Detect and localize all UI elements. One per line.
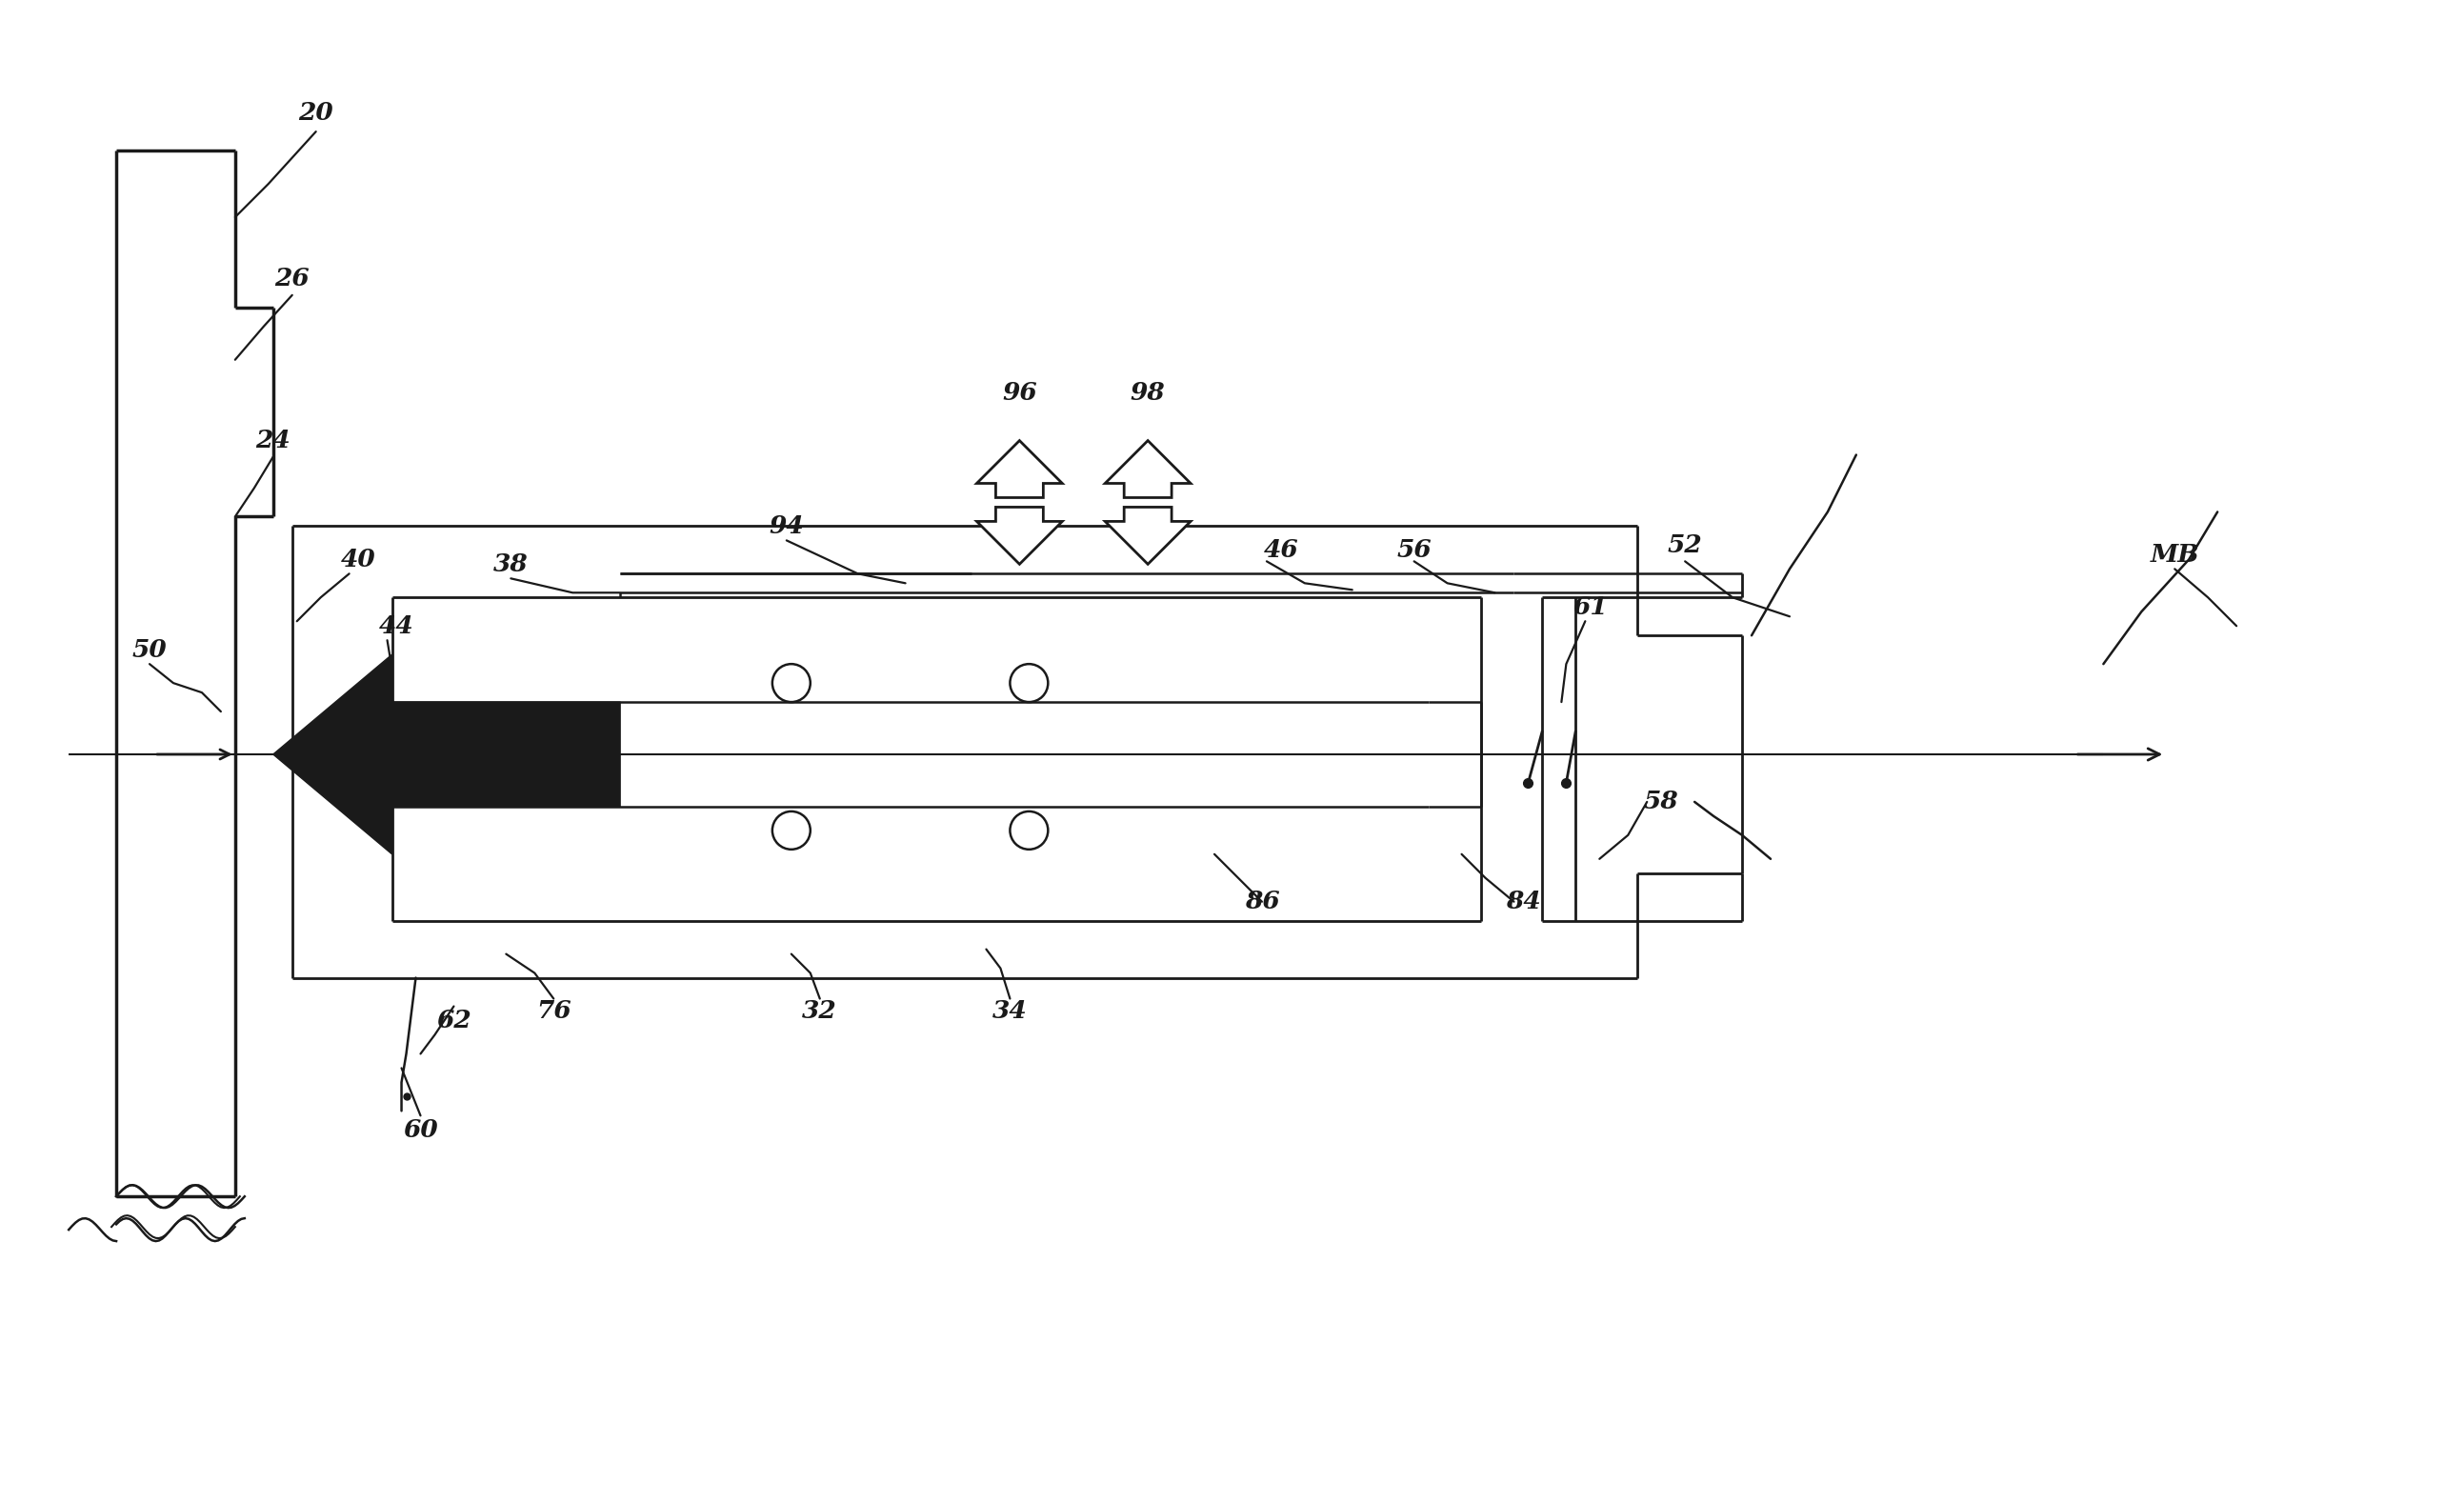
Text: 26: 26 — [274, 267, 310, 291]
Text: 60: 60 — [404, 1117, 439, 1142]
Text: 76: 76 — [537, 999, 572, 1023]
Text: 52: 52 — [1668, 533, 1703, 557]
Text: MB: MB — [2151, 542, 2200, 566]
Text: 96: 96 — [1003, 382, 1037, 406]
Text: 86: 86 — [1244, 889, 1279, 913]
Text: 40: 40 — [340, 548, 377, 571]
Text: 84: 84 — [1506, 889, 1540, 913]
Text: 61: 61 — [1572, 595, 1607, 619]
Polygon shape — [1104, 440, 1190, 497]
Text: 50: 50 — [133, 638, 168, 662]
Text: 38: 38 — [493, 553, 527, 577]
Text: 58: 58 — [1643, 790, 1678, 814]
Polygon shape — [976, 440, 1062, 497]
Text: 32: 32 — [803, 999, 838, 1023]
Text: 94: 94 — [769, 514, 803, 538]
Text: 20: 20 — [298, 101, 333, 125]
Polygon shape — [274, 655, 621, 855]
Polygon shape — [1104, 508, 1190, 565]
Text: 62: 62 — [436, 1009, 471, 1032]
Text: 46: 46 — [1264, 538, 1299, 562]
Text: 44: 44 — [379, 614, 414, 638]
Text: 34: 34 — [993, 999, 1027, 1023]
Text: 56: 56 — [1397, 538, 1432, 562]
Text: 98: 98 — [1131, 382, 1165, 406]
Text: 24: 24 — [256, 428, 291, 452]
Polygon shape — [976, 508, 1062, 565]
